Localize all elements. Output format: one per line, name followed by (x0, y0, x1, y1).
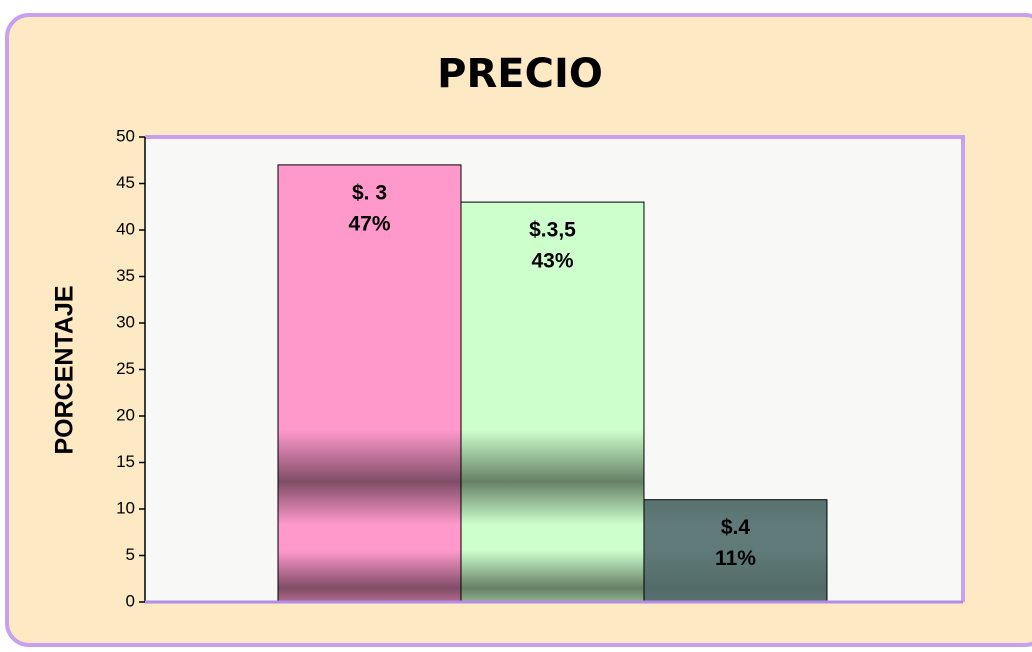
bar-category-label: $.3,5 (529, 219, 576, 242)
y-tick-label: 30 (116, 312, 135, 331)
bar-shade (644, 500, 827, 602)
y-tick-label: 0 (126, 591, 135, 610)
y-tick-label: 5 (126, 545, 135, 564)
plot-border (145, 135, 965, 602)
bar-category-label: $. 3 (352, 181, 387, 204)
data-label: 43% (531, 250, 573, 273)
y-tick-label: 45 (116, 173, 135, 192)
y-tick-label: 25 (116, 359, 135, 378)
y-tick-label: 50 (116, 126, 135, 145)
y-tick-label: 20 (116, 405, 135, 424)
y-tick-label: 15 (116, 452, 135, 471)
y-axis-label: PORCENTAJE (51, 285, 79, 454)
chart-title: PRECIO (437, 51, 603, 97)
y-tick-label: 40 (116, 219, 135, 238)
data-label: 47% (348, 212, 390, 235)
y-tick-label: 10 (116, 498, 135, 517)
bar-category-label: $.4 (721, 516, 751, 539)
y-tick-label: 35 (116, 266, 135, 285)
data-label: 11% (715, 547, 756, 570)
bar-shade (278, 165, 461, 602)
bar-shade (461, 202, 644, 602)
